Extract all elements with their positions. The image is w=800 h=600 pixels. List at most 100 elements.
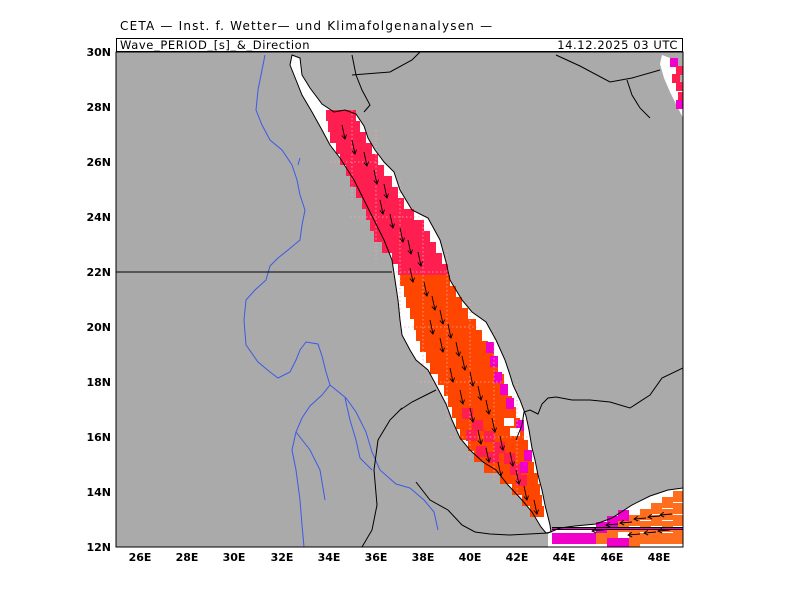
direction-arrow bbox=[647, 513, 661, 520]
direction-arrow bbox=[429, 319, 435, 335]
header-bar: Wave_PERIOD_[s]_&_Direction 14.12.2025 0… bbox=[116, 38, 683, 52]
wave-period-cell bbox=[416, 330, 427, 341]
x-tick-label: 48E bbox=[648, 551, 671, 564]
direction-arrow bbox=[455, 341, 461, 357]
wave-period-cell bbox=[374, 231, 385, 242]
wave-period-cell bbox=[420, 341, 431, 352]
wave-period-cell bbox=[431, 341, 442, 352]
y-tick-label: 12N bbox=[86, 541, 111, 554]
wave-period-cell bbox=[496, 363, 498, 374]
direction-arrow bbox=[515, 469, 521, 485]
direction-arrow bbox=[497, 461, 503, 477]
wave-period-cell bbox=[381, 220, 392, 231]
wave-period-cell bbox=[485, 363, 496, 374]
y-tick-label: 24N bbox=[86, 211, 111, 224]
wave-period-cell bbox=[520, 462, 528, 473]
wave-period-cell bbox=[504, 453, 515, 464]
wave-period-cell bbox=[469, 319, 476, 330]
wave-period-cell bbox=[417, 297, 428, 308]
wave-period-cell bbox=[426, 242, 436, 253]
direction-arrow bbox=[447, 323, 453, 339]
wave-period-cell bbox=[504, 418, 514, 426]
wave-period-cell bbox=[585, 533, 596, 544]
wave-period-cell bbox=[441, 363, 452, 374]
wave-period-cell bbox=[629, 538, 640, 547]
wave-period-cell bbox=[447, 319, 458, 330]
x-tick-label: 36E bbox=[365, 551, 388, 564]
direction-arrow bbox=[627, 531, 641, 538]
direction-arrow bbox=[485, 399, 491, 415]
direction-arrow bbox=[407, 239, 413, 255]
wave-period-cell bbox=[357, 165, 368, 176]
wave-period-cell bbox=[351, 154, 362, 165]
y-tick-label: 18N bbox=[86, 376, 111, 389]
wave-period-cell bbox=[336, 143, 347, 154]
y-tick-label: 30N bbox=[86, 46, 111, 59]
wave-period-cell bbox=[474, 363, 485, 374]
wave-period-cell bbox=[673, 503, 683, 514]
wave-period-cell bbox=[552, 528, 683, 529]
wave-period-cell bbox=[482, 374, 493, 385]
wave-period-cell bbox=[629, 527, 640, 538]
wave-period-cell bbox=[510, 428, 520, 436]
wave-period-cell bbox=[352, 132, 363, 143]
wave-period-cell bbox=[361, 176, 372, 187]
wave-period-cell bbox=[465, 308, 468, 319]
wave-period-cell bbox=[651, 527, 662, 538]
direction-arrow bbox=[373, 169, 379, 185]
wave-period-cell bbox=[393, 242, 404, 253]
wave-period-cell bbox=[533, 495, 542, 506]
direction-arrows bbox=[341, 124, 673, 538]
wave-period-cell bbox=[426, 286, 437, 297]
wave-period-cell bbox=[378, 187, 389, 198]
wave-period-cell bbox=[574, 533, 585, 544]
x-tick-label: 30E bbox=[223, 551, 246, 564]
y-tick-label: 26N bbox=[86, 156, 111, 169]
wave-period-cell bbox=[392, 253, 403, 264]
wave-period-cell bbox=[341, 132, 352, 143]
wave-period-cell bbox=[607, 516, 618, 527]
wave-period-cells bbox=[326, 58, 683, 547]
wave-period-cell bbox=[443, 308, 454, 319]
wave-period-cell bbox=[367, 187, 378, 198]
datetime-label: 14.12.2025 03 UTC bbox=[557, 38, 678, 52]
wave-period-cell bbox=[420, 264, 431, 275]
wave-period-cell bbox=[453, 341, 464, 352]
direction-arrow bbox=[499, 435, 505, 451]
wave-period-cell bbox=[607, 527, 618, 538]
wave-period-cell bbox=[362, 198, 373, 209]
wave-period-cell bbox=[407, 231, 418, 242]
wave-period-cell bbox=[373, 198, 384, 209]
wave-period-cell bbox=[640, 533, 651, 544]
direction-arrow bbox=[431, 295, 437, 311]
wave-period-cell bbox=[461, 297, 462, 308]
direction-arrow bbox=[533, 499, 539, 515]
x-tick-label: 44E bbox=[553, 551, 576, 564]
wave-period-cell bbox=[403, 253, 414, 264]
wave-period-cell bbox=[481, 352, 492, 363]
wave-period-cell bbox=[448, 352, 459, 363]
wave-period-cell bbox=[466, 385, 477, 396]
wave-period-cell bbox=[415, 242, 426, 253]
wave-period-cell bbox=[493, 429, 504, 440]
wave-period-cell bbox=[506, 398, 514, 409]
direction-arrow bbox=[605, 521, 619, 528]
wave-period-cell bbox=[403, 220, 414, 231]
y-tick-label: 16N bbox=[86, 431, 111, 444]
direction-arrow bbox=[619, 519, 633, 526]
wave-period-cell bbox=[414, 319, 425, 330]
wave-period-cell bbox=[485, 407, 496, 418]
wave-period-cell bbox=[379, 165, 384, 176]
wave-period-cell bbox=[442, 341, 453, 352]
wave-period-cell bbox=[640, 509, 651, 520]
wave-period-cell bbox=[463, 363, 474, 374]
wave-period-cell bbox=[676, 82, 683, 91]
wave-period-cell bbox=[476, 446, 487, 457]
wave-period-cell bbox=[373, 154, 378, 165]
wave-period-cell bbox=[444, 275, 450, 286]
wave-period-cell bbox=[472, 420, 483, 431]
wave-period-cell bbox=[522, 495, 533, 506]
direction-arrow bbox=[423, 281, 429, 297]
wave-period-cell bbox=[524, 450, 532, 461]
wave-period-cell bbox=[409, 264, 420, 275]
